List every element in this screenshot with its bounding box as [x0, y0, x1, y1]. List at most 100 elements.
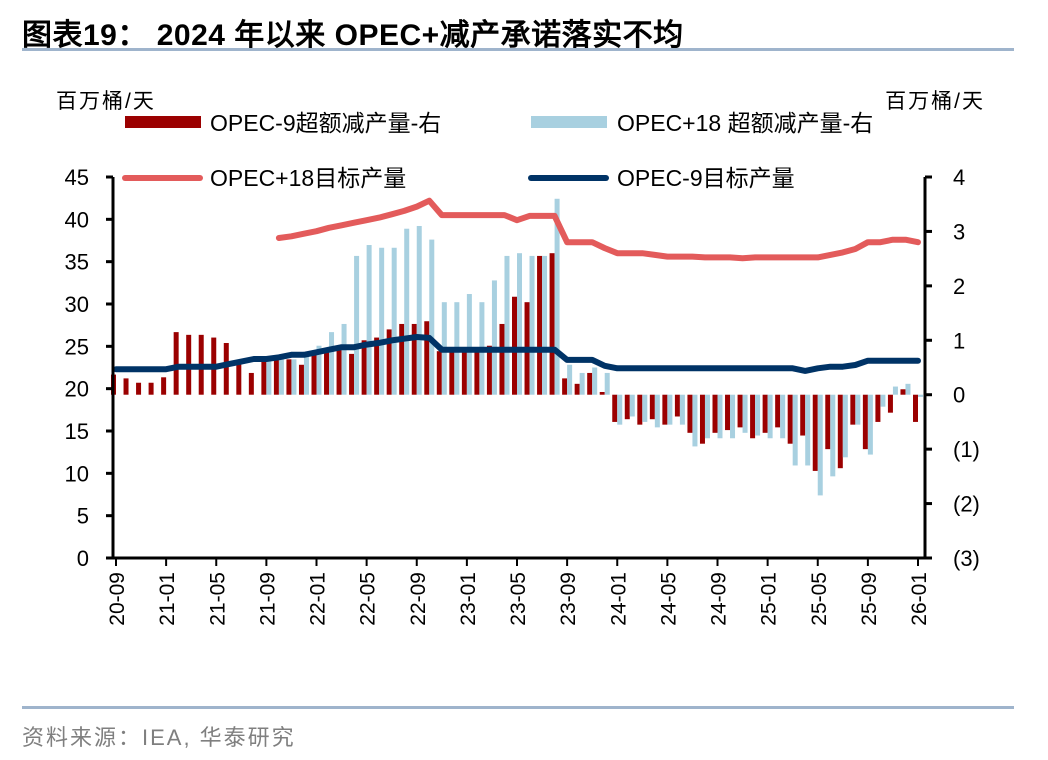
right-tick-label: 0	[953, 383, 965, 408]
bar-opec9-excess	[424, 321, 430, 395]
left-tick-label: 45	[65, 165, 89, 190]
right-tick-label: (2)	[953, 492, 980, 517]
bar-opec18-excess	[592, 367, 598, 395]
bar-opec9-excess	[674, 394, 680, 417]
bar-opec9-excess	[248, 372, 254, 395]
right-tick-label: 3	[953, 219, 965, 244]
bar-opec9-excess	[449, 348, 455, 395]
bar-opec9-excess	[223, 343, 229, 395]
bar-opec18-excess	[780, 394, 786, 439]
bar-opec18-excess	[366, 245, 372, 395]
left-tick-label: 35	[65, 250, 89, 275]
bar-opec18-excess	[767, 394, 773, 439]
legend-swatch-opec9-excess	[125, 116, 201, 128]
legend-label-opec9-excess: OPEC-9超额减产量-右	[210, 110, 441, 136]
bar-opec18-excess	[554, 198, 560, 395]
line-opec18-target	[275, 197, 921, 262]
bar-opec9-excess	[787, 394, 793, 444]
x-tick-label: 20-09	[106, 572, 129, 626]
right-axis-label: 百万桶/天	[885, 90, 985, 113]
bar-opec18-excess	[805, 394, 811, 466]
left-tick-label: 15	[65, 419, 89, 444]
footer-divider	[22, 706, 1014, 709]
bar-opec9-excess	[123, 378, 129, 395]
right-tick-label: 2	[953, 274, 965, 299]
bar-opec9-excess	[699, 394, 705, 444]
bar-opec18-excess	[567, 364, 573, 395]
legend-label-opec9-target: OPEC-9目标产量	[617, 165, 795, 191]
bar-opec9-excess	[537, 255, 543, 395]
bar-opec9-excess	[725, 394, 731, 431]
bar-opec9-excess	[136, 382, 142, 395]
bar-opec9-excess	[900, 389, 906, 395]
bar-opec18-excess	[855, 394, 861, 425]
bar-opec18-excess	[667, 394, 673, 425]
bar-opec18-excess	[529, 255, 535, 395]
bar-opec18-excess	[717, 394, 723, 439]
bar-opec18-excess	[692, 394, 698, 447]
bar-opec9-excess	[499, 323, 505, 395]
bar-opec9-excess	[436, 351, 442, 395]
bar-opec9-excess	[599, 391, 605, 395]
bar-opec9-excess	[324, 348, 330, 395]
bar-opec9-excess	[298, 364, 304, 395]
bar-opec9-excess	[549, 253, 555, 395]
bar-opec9-excess	[173, 332, 179, 395]
bar-opec18-excess	[303, 353, 309, 395]
bar-opec9-excess	[637, 394, 643, 425]
bar-opec9-excess	[875, 394, 881, 422]
bar-opec9-excess	[850, 394, 856, 425]
x-tick-label: 24-09	[708, 572, 731, 626]
x-tick-label: 22-05	[357, 572, 380, 626]
right-tick-label: 4	[953, 165, 965, 190]
bar-opec18-excess	[704, 394, 710, 439]
x-tick-label: 24-05	[657, 572, 680, 626]
title-divider	[22, 48, 1014, 51]
bar-opec18-excess	[642, 394, 648, 422]
source-note: 资料来源：IEA, 华泰研究	[22, 725, 296, 750]
bar-opec9-excess	[837, 394, 843, 469]
bar-opec18-excess	[329, 332, 335, 395]
bar-opec9-excess	[486, 345, 492, 395]
bar-opec18-excess	[429, 239, 435, 395]
bar-opec9-excess	[737, 394, 743, 428]
left-tick-label: 30	[65, 292, 89, 317]
bar-opec9-excess	[887, 394, 893, 413]
bar-opec18-excess	[416, 225, 422, 395]
bar-opec18-excess	[654, 394, 660, 428]
bar-opec9-excess	[775, 394, 781, 428]
bar-opec18-excess	[755, 394, 761, 436]
x-tick-label: 21-05	[206, 572, 229, 626]
bar-opec9-excess	[311, 353, 317, 395]
bar-opec9-excess	[286, 359, 292, 395]
bar-opec9-excess	[587, 372, 593, 395]
bar-opec9-excess	[148, 382, 154, 395]
bar-opec18-excess	[354, 255, 360, 395]
axes-layer: 0 5 10 15 20 25 30 35 40 45 (3) (2) (1) 0 1 2 3 4 20-09 21-…	[65, 165, 980, 626]
bar-opec18-excess	[266, 359, 272, 395]
bar-opec9-excess	[762, 394, 768, 433]
bar-opec18-excess	[504, 255, 510, 395]
bar-opec18-excess	[517, 253, 522, 395]
bar-opec18-excess	[830, 394, 836, 477]
bar-opec18-excess	[542, 255, 548, 395]
left-tick-label: 10	[65, 461, 89, 486]
bar-opec9-excess	[386, 329, 392, 395]
bar-opec18-excess	[730, 394, 736, 439]
x-tick-label: 21-01	[156, 572, 179, 626]
bar-opec18-excess	[604, 372, 610, 395]
x-tick-label: 25-09	[858, 572, 881, 626]
bar-opec18-excess	[817, 394, 823, 496]
left-tick-label: 40	[65, 207, 89, 232]
bar-opec18-excess	[278, 359, 284, 395]
x-tick-label: 24-01	[607, 572, 630, 626]
bar-opec9-excess	[913, 394, 918, 422]
bar-opec9-excess	[574, 383, 580, 395]
bar-opec18-excess	[291, 359, 297, 395]
bar-opec18-excess	[491, 280, 497, 395]
bar-opec9-excess	[374, 337, 380, 395]
legend-swatch-opec18-excess	[531, 116, 607, 128]
x-tick-label: 25-01	[758, 572, 781, 626]
bar-opec9-excess	[562, 378, 568, 395]
bar-opec9-excess	[236, 362, 242, 395]
